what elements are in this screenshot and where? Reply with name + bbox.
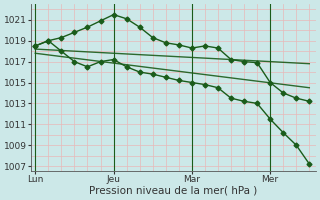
- X-axis label: Pression niveau de la mer( hPa ): Pression niveau de la mer( hPa ): [90, 186, 258, 196]
